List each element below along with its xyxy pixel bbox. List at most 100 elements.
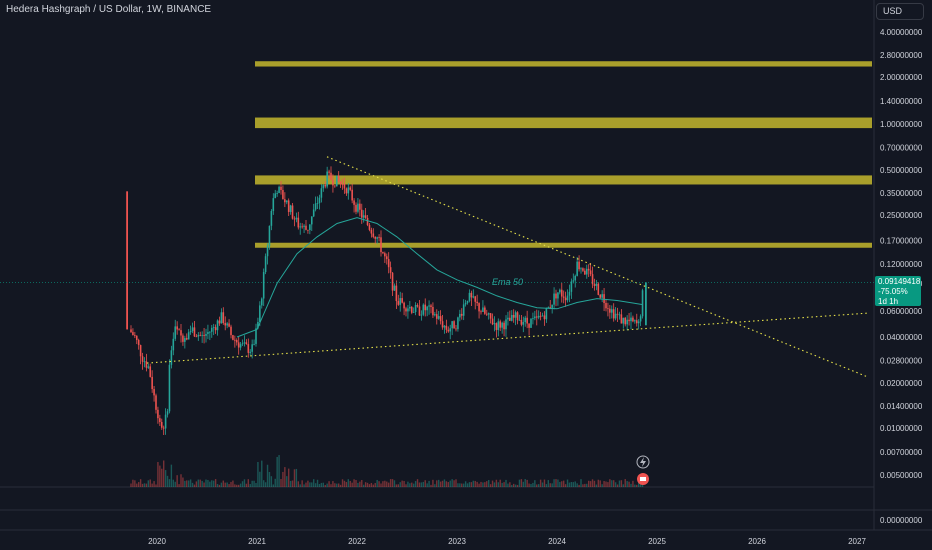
volume-bar: [536, 484, 538, 487]
volume-bar: [305, 482, 307, 487]
price-axis[interactable]: 4.00000000 2.80000000 2.00000000 1.40000000…: [880, 28, 923, 525]
volume-bar: [478, 483, 480, 487]
volume-bar: [630, 483, 632, 487]
candle: [137, 339, 140, 346]
volume-bar: [245, 483, 248, 487]
volume-bar: [437, 479, 440, 487]
price-tick-label: 4.00000000: [880, 28, 923, 37]
candle: [566, 295, 569, 301]
volume-bar: [512, 483, 515, 487]
volume-bar: [491, 480, 494, 487]
volume-bar: [528, 483, 530, 487]
volume-bar: [201, 480, 203, 487]
volume-bar: [601, 484, 603, 487]
candle: [403, 302, 405, 309]
volume-bar: [272, 484, 275, 487]
volume-bar: [382, 481, 384, 487]
candle: [243, 342, 246, 344]
resistance-zone: [255, 117, 872, 129]
candle: [182, 335, 184, 342]
candle: [310, 216, 313, 225]
resistance-zone: [255, 61, 872, 67]
volume-bar: [449, 480, 451, 487]
candle: [478, 303, 480, 312]
candle: [470, 292, 473, 298]
volume-bar: [607, 482, 609, 487]
candle: [289, 205, 292, 212]
candle: [612, 309, 615, 319]
candle: [537, 315, 540, 318]
volume-bar: [476, 481, 478, 487]
volume-bar: [176, 475, 178, 487]
candle: [384, 253, 386, 257]
volume-bar: [147, 480, 150, 487]
candle: [207, 332, 209, 335]
news-icon[interactable]: [637, 473, 649, 485]
volume-bar: [355, 480, 357, 487]
volume-bar: [432, 479, 434, 487]
volume-bar: [591, 479, 594, 487]
candle: [366, 217, 369, 225]
candle: [393, 285, 396, 291]
candle: [455, 328, 457, 330]
time-axis[interactable]: 2020 2021 2022 2023 2024 2025 2026 2027: [148, 537, 866, 546]
candle: [495, 323, 498, 330]
candle: [155, 395, 157, 410]
price-tick-label: 0.06000000: [880, 307, 923, 316]
candle: [632, 317, 634, 322]
volume-bar: [251, 480, 253, 487]
price-tick-label: 0.02000000: [880, 379, 923, 388]
candle: [549, 307, 552, 309]
candle: [484, 307, 486, 314]
volume-bar: [299, 484, 301, 487]
candle: [345, 188, 348, 194]
volume-bar: [318, 483, 321, 487]
lightning-icon[interactable]: [636, 455, 650, 469]
candle: [524, 317, 527, 322]
volume-bar: [220, 482, 223, 487]
candle: [476, 301, 478, 304]
volume-bar: [357, 482, 359, 487]
volume-bar: [447, 482, 450, 487]
volume-bar: [366, 482, 369, 487]
volume-bar: [180, 474, 182, 487]
candle: [499, 321, 502, 328]
volume-bar: [572, 482, 575, 487]
currency-button[interactable]: USD: [876, 3, 924, 20]
candle: [195, 336, 198, 338]
candle: [285, 200, 288, 203]
volume-bar: [322, 482, 325, 487]
candle: [457, 317, 459, 330]
bar-countdown: 1d 1h: [878, 297, 899, 306]
volume-bar: [197, 479, 200, 487]
volume-bar: [170, 464, 173, 487]
candle: [609, 308, 611, 313]
volume-bar: [559, 481, 561, 487]
volume-bar: [545, 484, 548, 487]
candle: [399, 298, 402, 305]
candle: [626, 319, 628, 325]
volume-bar: [393, 480, 396, 487]
volume-bar: [255, 482, 257, 487]
candle: [153, 389, 155, 396]
volume-bar: [501, 482, 503, 487]
candle: [489, 313, 492, 319]
candle: [160, 421, 163, 428]
candle: [509, 317, 511, 321]
candle: [126, 191, 128, 330]
volume-bar: [520, 479, 523, 487]
trendlines[interactable]: [146, 156, 868, 378]
candle: [560, 289, 563, 297]
price-tick-label: 0.01400000: [880, 402, 923, 411]
candle: [589, 270, 592, 275]
candle: [293, 218, 296, 220]
volume-bar: [436, 480, 438, 487]
candle: [584, 270, 586, 275]
candle: [620, 314, 623, 324]
volume-bar: [424, 480, 426, 487]
volume-bar: [343, 480, 346, 487]
volume-bar: [314, 483, 317, 487]
volume-bar: [151, 483, 153, 487]
candle: [416, 305, 419, 307]
